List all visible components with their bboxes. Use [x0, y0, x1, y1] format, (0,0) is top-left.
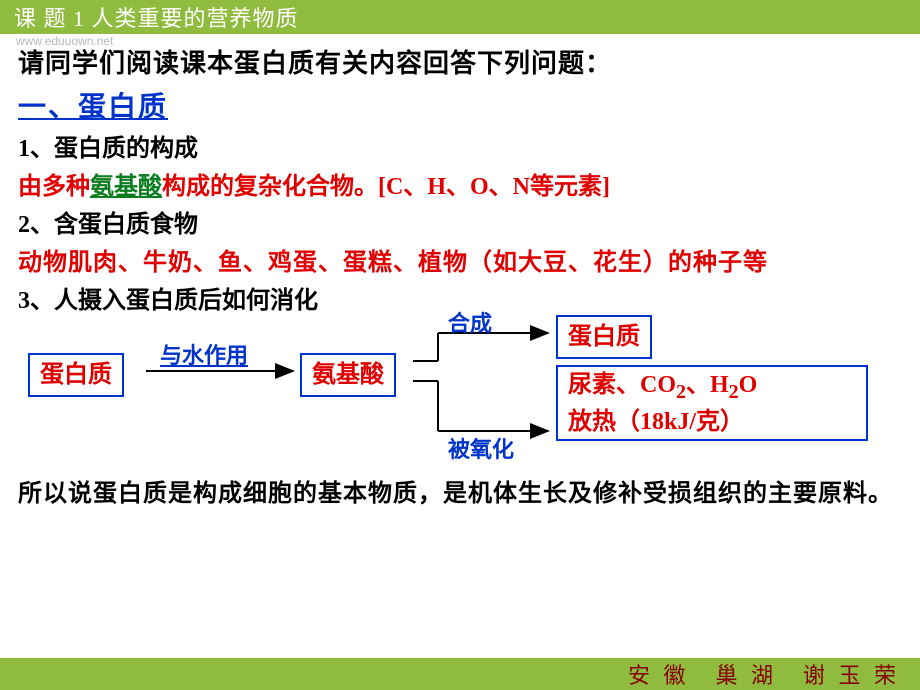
- byproducts-line2: 放热（18kJ/克）: [568, 406, 744, 440]
- p1-b: 构成的复杂化合物。: [162, 174, 378, 200]
- p2-title: 2、含蛋白质食物: [18, 207, 902, 243]
- byproducts-line1: 尿素、CO2、H2O: [568, 369, 757, 406]
- label-water: 与水作用: [160, 339, 248, 372]
- watermark: www.eduuown.net: [16, 34, 113, 48]
- p1-line: 由多种氨基酸构成的复杂化合物。[C、H、O、N等元素]: [18, 169, 902, 205]
- intro-text: 请同学们阅读课本蛋白质有关内容回答下列问题：: [18, 44, 902, 83]
- label-synthesis: 合成: [448, 307, 492, 340]
- box-protein-1: 蛋白质: [28, 353, 124, 397]
- label-oxidized: 被氧化: [448, 433, 514, 466]
- bottom-bar: 安 徽 巢 湖 谢 玉 荣: [0, 658, 920, 690]
- top-bar: 课 题 1 人类重要的营养物质: [0, 0, 920, 34]
- p1-bracket: [C、H、O、N等元素]: [378, 174, 610, 200]
- box-protein-2: 蛋白质: [556, 315, 652, 359]
- p2-line: 动物肌肉、牛奶、鱼、鸡蛋、蛋糕、植物（如大豆、花生）的种子等: [18, 245, 902, 281]
- box-byproducts: 尿素、CO2、H2O 放热（18kJ/克）: [556, 365, 868, 441]
- conclusion: 所以说蛋白质是构成细胞的基本物质，是机体生长及修补受损组织的主要原料。: [18, 474, 902, 515]
- digestion-diagram: 蛋白质 与水作用 氨基酸 合成 被氧化 蛋白质 尿素、CO2、H2O 放热（18…: [18, 321, 888, 466]
- p1-amino: 氨基酸: [90, 174, 162, 200]
- top-title: 课 题 1 人类重要的营养物质: [14, 1, 299, 33]
- p1-title: 1、蛋白质的构成: [18, 131, 902, 167]
- p1-a: 由多种: [18, 174, 90, 200]
- section-heading: 一、蛋白质: [18, 87, 902, 129]
- credit: 安 徽 巢 湖 谢 玉 荣: [628, 658, 900, 690]
- slide-content: 请同学们阅读课本蛋白质有关内容回答下列问题： 一、蛋白质 1、蛋白质的构成 由多…: [0, 34, 920, 515]
- box-amino-acid: 氨基酸: [300, 353, 396, 397]
